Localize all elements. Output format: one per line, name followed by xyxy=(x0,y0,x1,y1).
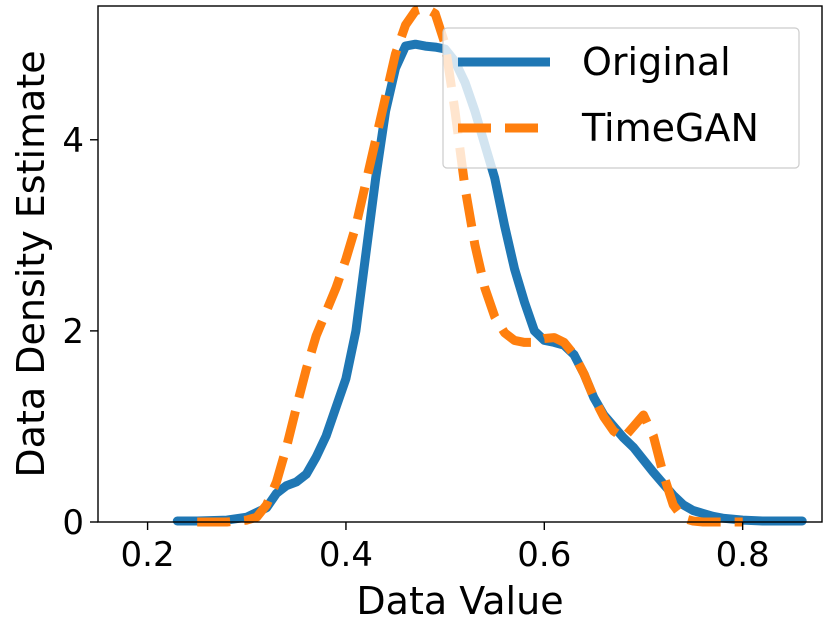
plot-frame xyxy=(97,5,823,523)
legend-label-timegan: TimeGAN xyxy=(581,106,759,150)
y-tick-label: 2 xyxy=(62,312,84,352)
legend-label-original: Original xyxy=(582,40,731,84)
x-tick-label: 0.2 xyxy=(121,535,175,575)
legend: Original TimeGAN xyxy=(442,27,800,169)
y-tick-label: 4 xyxy=(62,121,84,161)
x-tick-label: 0.4 xyxy=(319,535,373,575)
x-axis-label: Data Value xyxy=(356,579,563,623)
x-tick-label: 0.6 xyxy=(517,535,571,575)
plot-lines xyxy=(172,3,807,527)
y-axis: 0 2 4 xyxy=(62,121,98,543)
x-tick-label: 0.8 xyxy=(716,535,770,575)
series-line-timegan xyxy=(197,3,743,527)
y-tick-label: 0 xyxy=(62,503,84,543)
x-axis: 0.2 0.4 0.6 0.8 xyxy=(121,522,770,575)
y-axis-label: Data Density Estimate xyxy=(9,50,53,477)
